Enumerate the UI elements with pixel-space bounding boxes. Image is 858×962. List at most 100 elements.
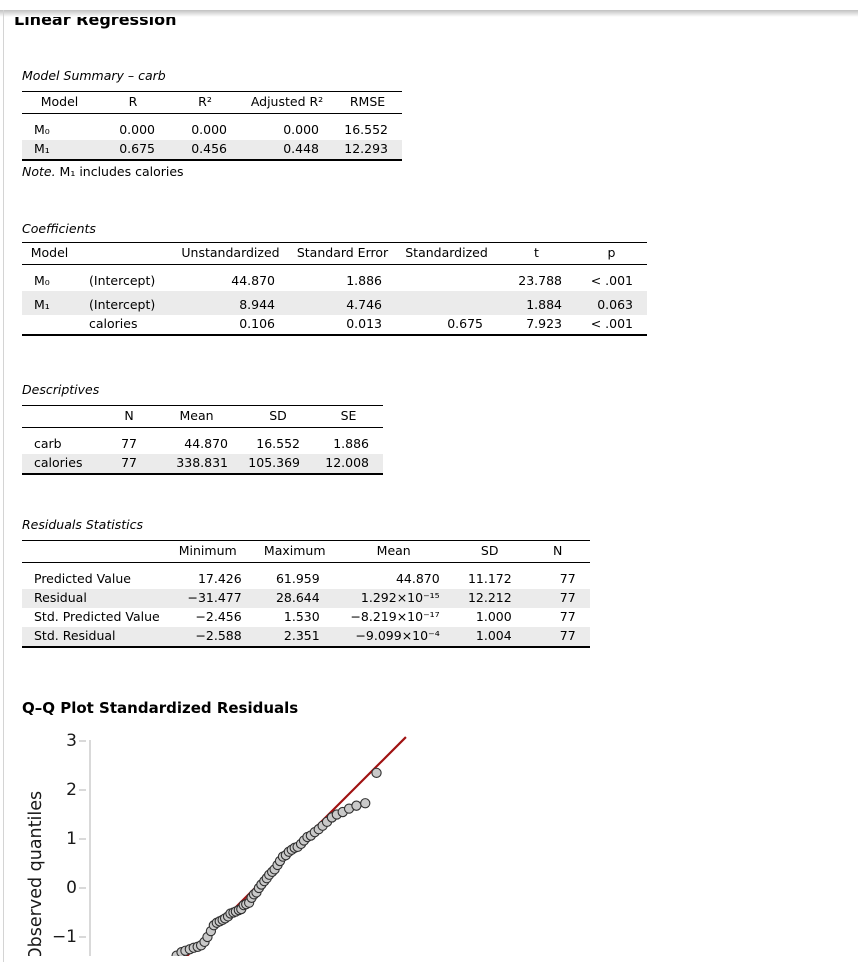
cell: 1.000 (475, 609, 512, 624)
table-row: M₁ 0.675 0.456 0.448 12.293 (22, 140, 402, 160)
model-summary-table: Model R R² Adjusted R² RMSE M₀ 0.000 0.000 0.000… (22, 91, 402, 161)
table-row: Std. Residual −2.588 2.351 −9.099×10⁻⁴ 1.004… (22, 627, 590, 647)
cell: 0.000 (191, 122, 227, 137)
cell: 61.959 (275, 571, 320, 586)
window-top-edge (0, 10, 858, 17)
y-tick-label: 0 (66, 878, 77, 898)
coefficients-table: Model Unstandardized Standard Error Standar… (22, 242, 647, 336)
cell: M₁ (34, 297, 50, 312)
cell: 77 (559, 628, 576, 643)
y-tick-label: 3 (66, 731, 77, 751)
column-header: Model (40, 94, 79, 109)
model-summary-title: Model Summary – carb (22, 68, 166, 83)
table-row: carb 77 44.870 16.552 1.886 (22, 428, 383, 455)
cell: 17.426 (197, 571, 242, 586)
column-header (22, 541, 160, 563)
cell: −31.477 (187, 590, 242, 605)
column-header: Adjusted R² (250, 94, 324, 109)
cell: 1.530 (283, 609, 320, 624)
cell: 77 (559, 609, 576, 624)
model-summary-note: Note. M₁ includes calories (22, 165, 858, 179)
qq-point (351, 800, 362, 811)
column-header: SD (480, 543, 499, 558)
cell: 1.884 (526, 297, 562, 312)
table-row: M₀ 0.000 0.000 0.000 16.552 (22, 114, 402, 141)
cell: 2.351 (283, 628, 320, 643)
cell (22, 315, 77, 335)
cell: Residual (34, 590, 87, 605)
table-row: Predicted Value 17.426 61.959 44.870 11.172 7… (22, 563, 590, 590)
table-row: M₁ (Intercept) 8.944 4.746 1.884 0.063 (22, 291, 647, 315)
note-text: M₁ includes calories (55, 164, 184, 179)
cell: 1.886 (333, 436, 369, 451)
cell: 12.008 (325, 455, 369, 470)
cell: 0.000 (119, 122, 155, 137)
cell: 77 (559, 590, 576, 605)
note-label: Note. (22, 164, 56, 179)
cell: 0.456 (191, 141, 227, 156)
y-axis-title: Observed quantiles (26, 791, 46, 956)
cell: calories (89, 316, 138, 331)
cell: −9.099×10⁻⁴ (355, 628, 440, 643)
cell: 338.831 (176, 455, 228, 470)
column-header: SD (269, 408, 287, 423)
table-row: M₀ (Intercept) 44.870 1.886 23.788 < .001 (22, 265, 647, 292)
cell: 1.886 (346, 273, 382, 288)
cell: 1.004 (475, 628, 512, 643)
qq-point (371, 767, 382, 778)
cell: Predicted Value (34, 571, 131, 586)
cell: 0.675 (447, 316, 483, 331)
cell: < .001 (590, 316, 633, 331)
cell: 44.870 (395, 571, 440, 586)
cell (396, 291, 497, 315)
table-row: calories 0.106 0.013 0.675 7.923 < .001 (22, 315, 647, 335)
y-tick-label: 1 (66, 829, 77, 849)
table-row: Residual −31.477 28.644 1.292×10⁻¹⁵ 12.212 77 (22, 589, 590, 608)
cell: −8.219×10⁻¹⁷ (350, 609, 440, 624)
cell: calories (34, 455, 83, 470)
cell: 1.292×10⁻¹⁵ (360, 590, 440, 605)
qq-point (360, 798, 371, 809)
header-row: Minimum Maximum Mean SD N (22, 540, 590, 563)
y-tick-label: −1 (52, 927, 77, 947)
cell: 16.552 (256, 436, 300, 451)
cell: −2.456 (195, 609, 242, 624)
header-row: N Mean SD SE (22, 405, 383, 428)
panel-left-edge (3, 10, 4, 962)
cell: M₁ (34, 141, 50, 156)
qq-plot: 3 2 1 0 −1 Observed quantiles (26, 731, 407, 956)
cell: 4.746 (346, 297, 382, 312)
cell: 77 (121, 455, 137, 470)
cell: < .001 (590, 273, 633, 288)
cell: 105.369 (248, 455, 300, 470)
cell: 12.212 (467, 590, 512, 605)
header-row: Model Unstandardized Standard Error Standar… (22, 242, 647, 265)
column-header: RMSE (349, 94, 386, 109)
cell: 0.675 (119, 141, 155, 156)
cell: 11.172 (467, 571, 512, 586)
column-header: R² (198, 94, 212, 109)
cell: 0.106 (239, 316, 275, 331)
cell: 8.944 (239, 297, 275, 312)
cell: Std. Residual (34, 628, 116, 643)
column-header (77, 243, 172, 265)
cell: Std. Predicted Value (34, 609, 160, 624)
column-header: Minimum (178, 543, 237, 558)
column-header: Mean (179, 408, 214, 423)
header-row: Model R R² Adjusted R² RMSE (22, 91, 402, 114)
cell (396, 265, 497, 292)
column-header: Maximum (263, 543, 326, 558)
descriptives-table: N Mean SD SE carb 77 44.870 16.552 1.886 calories… (22, 405, 383, 475)
column-header: N (553, 543, 563, 558)
column-header: Standardized (405, 245, 488, 260)
column-header: Standard Error (296, 245, 389, 260)
cell: 23.788 (518, 273, 562, 288)
column-header: Mean (376, 543, 411, 558)
table-row: Std. Predicted Value −2.456 1.530 −8.219×10… (22, 608, 590, 627)
column-header: Unstandardized (181, 245, 280, 260)
cell: 12.293 (344, 141, 388, 156)
cell: 77 (121, 436, 137, 451)
cell: 77 (559, 571, 576, 586)
column-header: SE (340, 408, 357, 423)
residuals-statistics-table: Minimum Maximum Mean SD N Predicted Value 17.4… (22, 540, 590, 648)
